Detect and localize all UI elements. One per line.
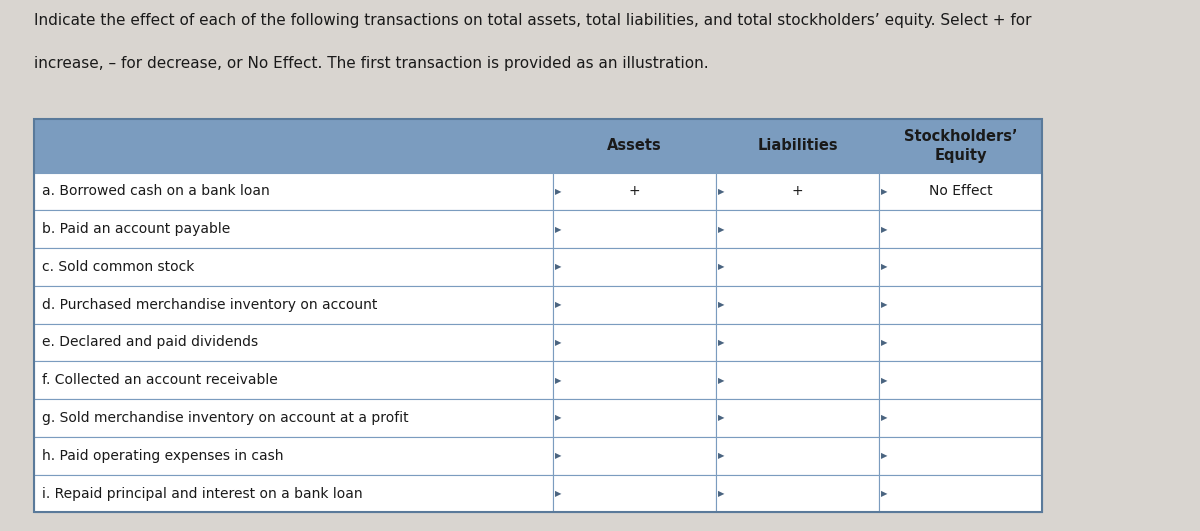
- Text: ▶: ▶: [554, 338, 562, 347]
- Text: Assets: Assets: [607, 139, 661, 153]
- Text: increase, – for decrease, or No Effect. The first transaction is provided as an : increase, – for decrease, or No Effect. …: [34, 56, 708, 71]
- Text: ▶: ▶: [718, 414, 725, 423]
- Text: ▶: ▶: [554, 187, 562, 196]
- Text: ▶: ▶: [554, 225, 562, 234]
- Text: ▶: ▶: [554, 300, 562, 309]
- Text: ▶: ▶: [881, 338, 888, 347]
- Text: ▶: ▶: [554, 262, 562, 271]
- Text: ▶: ▶: [881, 451, 888, 460]
- Text: ▶: ▶: [881, 187, 888, 196]
- Text: ▶: ▶: [881, 414, 888, 423]
- Text: i. Repaid principal and interest on a bank loan: i. Repaid principal and interest on a ba…: [42, 486, 362, 501]
- Text: Indicate the effect of each of the following transactions on total assets, total: Indicate the effect of each of the follo…: [34, 13, 1031, 28]
- Text: ▶: ▶: [718, 338, 725, 347]
- Text: ▶: ▶: [554, 489, 562, 498]
- Text: ▶: ▶: [718, 187, 725, 196]
- Text: ▶: ▶: [718, 489, 725, 498]
- Text: ▶: ▶: [881, 489, 888, 498]
- Text: ▶: ▶: [718, 376, 725, 385]
- Text: ▶: ▶: [881, 376, 888, 385]
- Text: ▶: ▶: [881, 300, 888, 309]
- Text: ▶: ▶: [881, 262, 888, 271]
- Text: g. Sold merchandise inventory on account at a profit: g. Sold merchandise inventory on account…: [42, 411, 409, 425]
- Text: Stockholders’
Equity: Stockholders’ Equity: [904, 129, 1018, 163]
- Text: +: +: [792, 184, 804, 199]
- Text: a. Borrowed cash on a bank loan: a. Borrowed cash on a bank loan: [42, 184, 270, 199]
- Text: ▶: ▶: [718, 300, 725, 309]
- Text: b. Paid an account payable: b. Paid an account payable: [42, 222, 230, 236]
- Text: ▶: ▶: [554, 451, 562, 460]
- Text: ▶: ▶: [554, 376, 562, 385]
- Text: ▶: ▶: [718, 451, 725, 460]
- Text: Liabilities: Liabilities: [757, 139, 838, 153]
- Text: +: +: [629, 184, 640, 199]
- Text: f. Collected an account receivable: f. Collected an account receivable: [42, 373, 277, 387]
- Text: ▶: ▶: [554, 414, 562, 423]
- Text: No Effect: No Effect: [929, 184, 992, 199]
- Text: c. Sold common stock: c. Sold common stock: [42, 260, 194, 274]
- Text: h. Paid operating expenses in cash: h. Paid operating expenses in cash: [42, 449, 283, 463]
- Text: e. Declared and paid dividends: e. Declared and paid dividends: [42, 336, 258, 349]
- Text: ▶: ▶: [718, 225, 725, 234]
- Text: ▶: ▶: [718, 262, 725, 271]
- Text: d. Purchased merchandise inventory on account: d. Purchased merchandise inventory on ac…: [42, 298, 377, 312]
- Text: ▶: ▶: [881, 225, 888, 234]
